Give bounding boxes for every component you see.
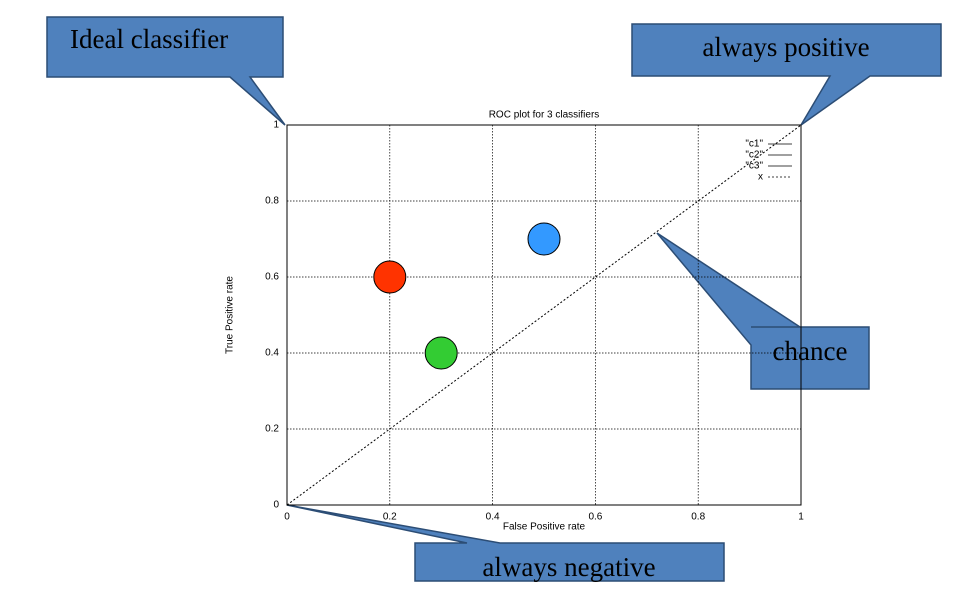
y-tick-label: 0 [273,500,279,511]
legend-label: x [758,172,763,183]
y-tick-label: 0.2 [265,424,279,435]
point [373,260,407,294]
plot-frame [286,124,802,506]
annotation: chance [773,336,848,366]
callout-box [46,16,286,126]
y-tick-label: 0.4 [265,348,279,359]
legend-label: "c1" [745,139,763,150]
y-axis-label: True Positive rate [225,276,236,354]
x-tick-label: 0.4 [486,512,500,523]
x-tick-label: 1 [798,512,804,523]
x-tick-label: 0.2 [383,512,397,523]
callout-box [656,232,870,390]
chart-title: ROC plot for 3 classifiers [489,110,600,121]
legend-label: "c3" [745,161,763,172]
annotation: always positive [702,32,869,62]
callout-box [286,504,725,582]
line [286,124,802,506]
y-tick-label: 0.8 [265,196,279,207]
annotation: always negative [482,552,655,582]
point [527,222,561,256]
x-tick-label: 0.6 [588,512,602,523]
x-tick-label: 0 [284,512,290,523]
x-tick-label: 0.8 [691,512,705,523]
legend-label: "c2" [745,150,763,161]
callout-box [631,23,942,126]
x-axis-label: False Positive rate [503,522,586,533]
y-tick-label: 0.6 [265,272,279,283]
annotation: Ideal classifier [70,24,228,54]
y-tick-label: 1 [273,120,279,131]
point [424,336,458,370]
